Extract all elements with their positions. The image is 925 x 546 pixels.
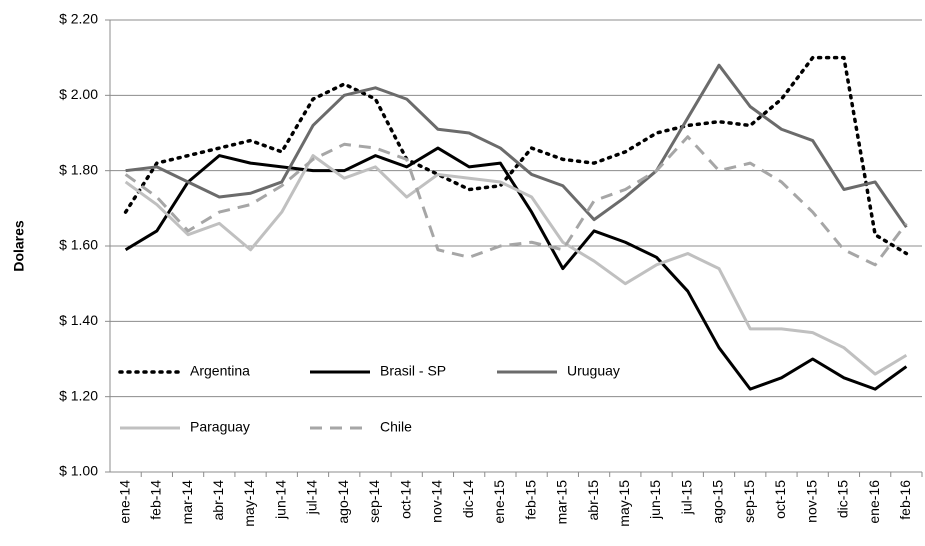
x-tick-label: ene-15 [491,480,507,524]
x-tick-label: jul-15 [678,480,694,515]
legend-label: Brasil - SP [380,363,446,379]
y-tick-label: $ 1.40 [59,312,98,328]
x-tick-label: ene-14 [116,480,132,524]
x-tick-label: nov-14 [429,480,445,523]
x-tick-label: jun-14 [272,480,288,520]
legend-label: Paraguay [190,419,250,435]
x-tick-label: feb-16 [897,480,913,520]
y-tick-label: $ 1.20 [59,387,98,403]
x-tick-label: dic-14 [460,480,476,518]
x-tick-label: mar-15 [554,480,570,525]
y-axis-label: Dolares [11,220,27,272]
x-tick-label: abr-14 [210,480,226,521]
series-line [124,146,908,391]
x-tick-label: may-14 [241,480,257,527]
y-tick-label: $ 1.80 [59,161,98,177]
legend-label: Argentina [190,363,250,379]
x-tick-label: may-15 [616,480,632,527]
series-line [123,55,909,256]
x-tick-label: oct-15 [772,480,788,519]
legend-label: Chile [380,419,412,435]
x-tick-label: feb-15 [522,480,538,520]
x-tick-label: nov-15 [803,480,819,523]
x-tick-label: ago-14 [335,480,351,524]
x-tick-label: ene-16 [866,480,882,524]
series-line [124,135,908,267]
x-tick-label: oct-14 [397,480,413,519]
x-tick-label: abr-15 [585,480,601,521]
x-tick-label: jul-14 [304,480,320,515]
x-tick-label: sep-15 [741,480,757,523]
x-tick-label: jun-15 [647,480,663,520]
series-line [125,63,908,229]
y-tick-label: $ 2.20 [59,11,98,27]
x-tick-label: sep-14 [366,480,382,523]
legend-label: Uruguay [567,363,620,379]
y-tick-label: $ 1.00 [59,463,98,479]
y-tick-label: $ 1.60 [59,237,98,253]
x-tick-label: mar-14 [179,480,195,525]
x-tick-label: feb-14 [148,480,164,520]
x-tick-label: ago-15 [710,480,726,524]
x-tick-label: dic-15 [835,480,851,518]
series-line [124,154,908,376]
y-tick-label: $ 2.00 [59,86,98,102]
